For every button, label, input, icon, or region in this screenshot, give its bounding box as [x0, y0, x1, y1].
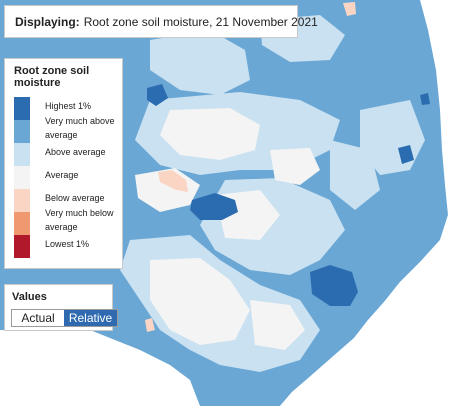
legend-items: Highest 1% Very much above average Above av…	[11, 97, 116, 258]
relative-toggle-button[interactable]: Relative	[64, 310, 117, 326]
legend-swatch	[14, 166, 30, 189]
display-label: Displaying:	[15, 14, 80, 29]
display-info-box: Displaying: Root zone soil moisture, 21 …	[4, 5, 318, 38]
legend-title: Root zone soil moisture	[14, 65, 90, 89]
legend-swatch	[14, 143, 30, 166]
legend-label: Above average	[45, 147, 106, 157]
actual-toggle-button[interactable]: Actual	[12, 310, 64, 326]
average-areas	[135, 108, 320, 350]
below-average-areas	[145, 2, 356, 332]
legend-swatch	[14, 97, 30, 120]
legend-label: Very much below average	[45, 208, 114, 232]
legend-item: Above average	[11, 143, 116, 166]
legend-item: Very much above average	[11, 116, 116, 143]
legend-item: Highest 1%	[11, 97, 116, 120]
legend-item: Lowest 1%	[11, 235, 116, 258]
legend-label: Very much above average	[45, 116, 115, 140]
legend-label: Highest 1%	[45, 101, 92, 111]
values-title: Values	[12, 291, 47, 303]
sea-area	[280, 210, 465, 406]
legend-label: Lowest 1%	[45, 239, 90, 249]
highest-one-percent-areas	[147, 84, 430, 306]
legend-item: Very much below average	[11, 208, 116, 235]
display-value: Root zone soil moisture, 21 November 202…	[83, 14, 318, 29]
legend-item: Below average	[11, 189, 116, 212]
legend-swatch	[14, 212, 30, 235]
legend-swatch	[14, 120, 30, 143]
legend-label: Below average	[45, 193, 105, 203]
legend-panel: Root zone soil moisture Highest 1% Very m…	[4, 58, 123, 269]
legend-swatch	[14, 189, 30, 212]
legend-swatch	[14, 235, 30, 258]
legend-label: Average	[45, 170, 79, 180]
legend-item: Average	[11, 166, 116, 189]
values-toggle[interactable]: Actual Relative	[11, 309, 118, 327]
values-panel: Values Actual Relative	[4, 284, 118, 331]
